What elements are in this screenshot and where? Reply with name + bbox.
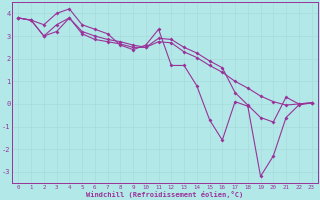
X-axis label: Windchill (Refroidissement éolien,°C): Windchill (Refroidissement éolien,°C) [86, 191, 244, 198]
